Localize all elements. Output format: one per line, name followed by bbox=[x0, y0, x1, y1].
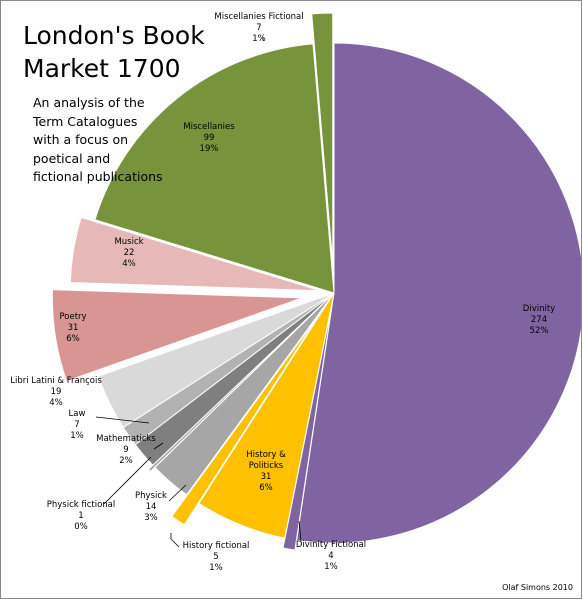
slice-label-libri-latini-fran-ois: Libri Latini & François 19 4% bbox=[10, 376, 102, 408]
pie-slice-miscellanies bbox=[94, 43, 335, 294]
slice-label-mathematicks: Mathematicks 9 2% bbox=[96, 434, 156, 466]
pie-slice-libri-latini-fran-ois bbox=[97, 292, 335, 429]
pie-slice-poetry bbox=[51, 289, 303, 382]
pie-slice-history-fictional bbox=[171, 314, 320, 526]
slice-label-miscellanies: Miscellanies 99 19% bbox=[183, 122, 235, 154]
pie-slice-divinity bbox=[296, 42, 581, 544]
slice-label-divinity: Divinity 274 52% bbox=[523, 304, 555, 336]
leader-line bbox=[103, 456, 152, 505]
slice-label-poetry: Poetry 31 6% bbox=[59, 312, 86, 344]
pie-slice-history-politicks bbox=[198, 292, 335, 539]
slice-label-history-fictional: History fictional 5 1% bbox=[183, 541, 250, 573]
pie-slice-miscellanies-fictional bbox=[311, 12, 334, 264]
leader-line bbox=[170, 533, 180, 548]
chart-subtitle: An analysis of the Term Catalogues with … bbox=[33, 95, 163, 184]
pie-slice-musick bbox=[69, 216, 321, 292]
leader-line bbox=[153, 442, 164, 450]
slice-label-musick: Musick 22 4% bbox=[114, 237, 143, 269]
pie-slices bbox=[51, 12, 581, 551]
slice-label-history-politicks: History & Politicks 31 6% bbox=[246, 450, 286, 493]
slice-label-law: Law 7 1% bbox=[69, 409, 86, 441]
slice-label-miscellanies-fictional: Miscellanies Fictional 7 1% bbox=[214, 12, 303, 44]
leader-lines bbox=[95, 37, 302, 548]
slice-label-divinity-fictional: Divinity Fictional 4 1% bbox=[296, 540, 366, 572]
chart-title: London's Book Market 1700 bbox=[23, 21, 205, 83]
leader-line bbox=[298, 520, 302, 542]
slice-label-physick-fictional: Physick fictional 1 0% bbox=[47, 500, 116, 532]
slice-label-physick: Physick 14 3% bbox=[135, 491, 167, 523]
credit-text: Olaf Simons 2010 bbox=[502, 583, 573, 592]
slice-labels: Divinity 274 52% Divinity Fictional 4 1% Histo… bbox=[10, 12, 555, 573]
leader-line bbox=[95, 416, 150, 424]
leader-line bbox=[168, 484, 187, 502]
